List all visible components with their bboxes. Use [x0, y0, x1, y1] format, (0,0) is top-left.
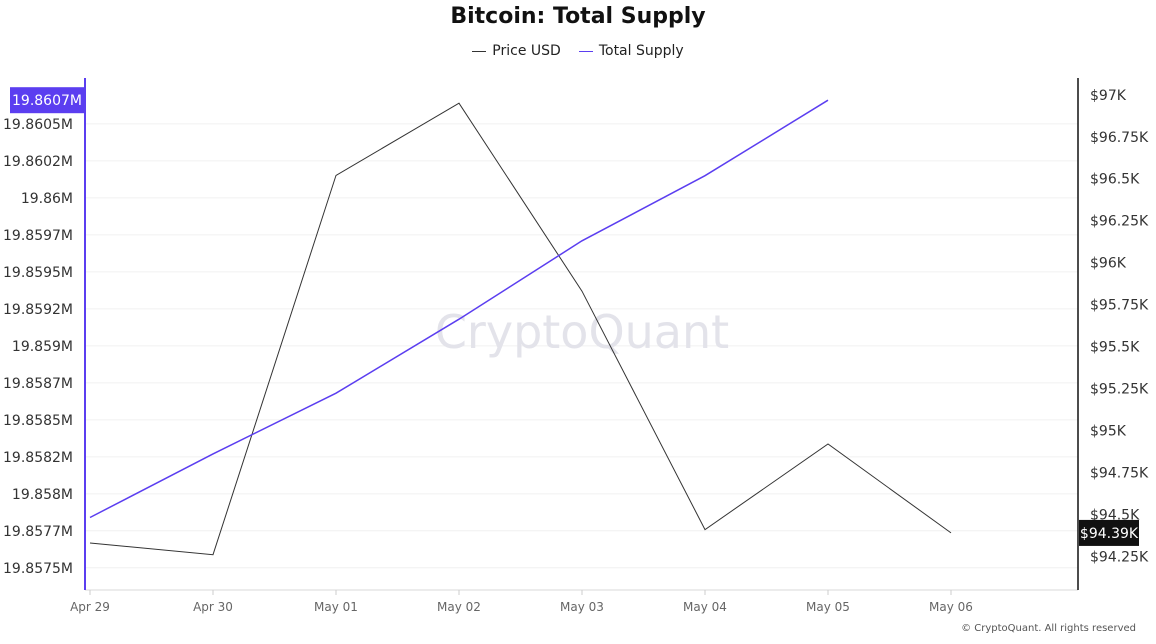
x-tick-label: May 04 [683, 600, 727, 614]
y-left-tick-label: 19.8602M [3, 154, 73, 170]
legend-item-price[interactable]: Price USD [472, 43, 561, 59]
x-tick-label: Apr 30 [193, 600, 233, 614]
y-left-tick-label: 19.8585M [3, 413, 73, 429]
legend-swatch-supply [578, 50, 593, 52]
y-left-tick-label: 19.8597M [3, 228, 73, 244]
y-right-tick-label: $95.25K [1090, 382, 1149, 398]
copyright-notice: © CryptoQuant. All rights reserved [961, 623, 1136, 634]
series-line-total-supply [89, 99, 829, 519]
y-left-tick-label: 19.8592M [3, 302, 73, 318]
watermark: CryptoQuant [435, 305, 729, 359]
series-line-price-usd [89, 102, 952, 556]
y-left-tick-label: 19.859M [12, 339, 73, 355]
y-left-tick-label: 19.86M [21, 191, 73, 207]
y-right-tick-label: $97K [1090, 88, 1127, 104]
legend-swatch-price [472, 50, 487, 52]
legend-label-price: Price USD [492, 43, 561, 59]
y-left-tick-label: 19.8582M [3, 450, 73, 466]
y-right-tick-label: $95.75K [1090, 298, 1149, 314]
y-left-tick-label: 19.8605M [3, 117, 73, 133]
y-right-tick-label: $96.25K [1090, 214, 1149, 230]
y-right-tick-label: $95.5K [1090, 340, 1140, 356]
legend-item-supply[interactable]: Total Supply [578, 43, 684, 59]
left-current-value-marker [10, 87, 84, 114]
x-tick-label: May 03 [560, 600, 604, 614]
y-right-tick-label: $95K [1090, 424, 1127, 440]
y-left-tick-label: 19.8575M [3, 561, 73, 577]
right-current-value-marker [1079, 519, 1139, 546]
x-tick-label: May 02 [437, 600, 481, 614]
right-current-value-label: $94.39K [1080, 526, 1139, 542]
y-right-tick-label: $96.75K [1090, 130, 1149, 146]
x-tick-label: May 06 [929, 600, 973, 614]
x-tick-label: May 01 [314, 600, 358, 614]
y-right-tick-label: $94.5K [1090, 507, 1140, 523]
y-left-tick-label: 19.8595M [3, 265, 73, 281]
legend-label-supply: Total Supply [598, 43, 684, 59]
y-right-tick-label: $96.5K [1090, 172, 1140, 188]
chart-title: Bitcoin: Total Supply [450, 4, 706, 29]
y-right-tick-label: $96K [1090, 256, 1127, 272]
y-right-tick-label: $94.75K [1090, 465, 1149, 481]
y-left-tick-label: 19.8587M [3, 376, 73, 392]
x-tick-label: May 05 [806, 600, 850, 614]
y-left-tick-label: 19.8577M [3, 524, 73, 540]
y-right-tick-label: $94.25K [1090, 549, 1149, 565]
left-current-value-label: 19.8607M [12, 93, 82, 109]
chart-legend: Price USD Total Supply [0, 43, 1156, 59]
x-tick-label: Apr 29 [70, 600, 110, 614]
y-left-tick-label: 19.858M [12, 487, 73, 503]
